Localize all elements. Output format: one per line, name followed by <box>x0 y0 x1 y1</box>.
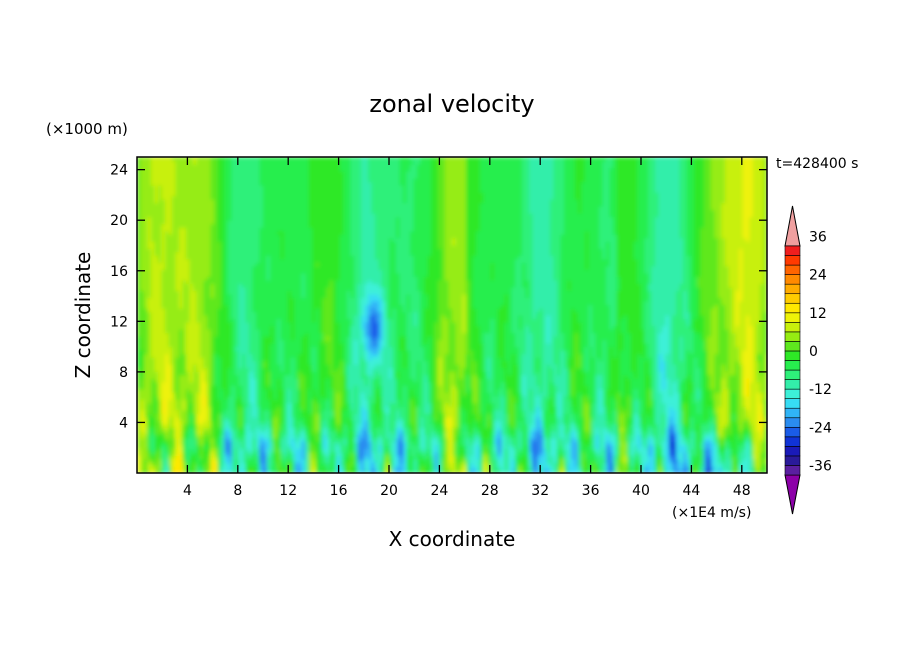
velocity-field <box>137 157 767 473</box>
colorbar-swatch <box>784 274 801 285</box>
colorbar <box>784 205 801 515</box>
colorbar-swatch <box>784 283 801 295</box>
colorbar-label: 12 <box>809 306 827 322</box>
x-tick-label: 28 <box>481 483 499 499</box>
colorbar-label: -24 <box>809 420 832 436</box>
x-tick-label: 48 <box>733 483 751 499</box>
x-tick-label: 32 <box>531 483 549 499</box>
x-tick-label: 16 <box>330 483 348 499</box>
colorbar-swatch <box>784 446 801 457</box>
x-tick-label: 36 <box>582 483 600 499</box>
colorbar-swatch <box>784 465 801 476</box>
colorbar-label: 0 <box>809 344 818 360</box>
x-axis-ticks: 4 8 12 16 20 24 28 32 36 40 44 48 <box>183 157 751 499</box>
y-tick-label: 20 <box>110 213 128 229</box>
colorbar-label: 24 <box>809 268 827 284</box>
colorbar-swatch <box>784 426 801 438</box>
colorbar-swatch <box>784 264 801 275</box>
y-axis-label: Z coordinate <box>71 252 95 379</box>
x-tick-label: 12 <box>279 483 297 499</box>
x-tick-label: 4 <box>183 483 192 499</box>
x-tick-label: 44 <box>682 483 700 499</box>
colorbar-swatch <box>784 312 801 323</box>
colorbar-swatch <box>784 407 801 419</box>
colorbar-label: -12 <box>809 382 832 398</box>
colorbar-swatch <box>784 350 801 361</box>
colorbar-swatch <box>784 417 801 428</box>
colorbar-swatch <box>784 331 801 342</box>
colorbar-swatch <box>784 379 801 390</box>
colorbar-bottom-triangle <box>784 474 801 515</box>
chart-title: zonal velocity <box>369 90 534 118</box>
colorbar-swatch <box>784 455 801 466</box>
x-tick-label: 40 <box>632 483 650 499</box>
colorbar-swatch <box>784 322 801 333</box>
colorbar-label: 36 <box>809 230 827 246</box>
colorbar-swatch <box>784 302 801 314</box>
x-axis-label: X coordinate <box>389 527 516 551</box>
time-label: t=428400 s <box>776 156 858 172</box>
colorbar-swatch <box>784 388 801 399</box>
colorbar-swatch <box>784 255 801 266</box>
colorbar-top-triangle <box>784 205 801 247</box>
y-tick-label: 12 <box>110 314 128 330</box>
colorbar-swatch <box>784 436 801 447</box>
x-tick-label: 8 <box>233 483 242 499</box>
y-axis-ticks: 4 8 12 16 20 24 <box>110 163 767 431</box>
plot-frame <box>136 156 768 474</box>
colorbar-label: -36 <box>809 459 832 475</box>
colorbar-swatch <box>784 245 801 256</box>
y-tick-label: 16 <box>110 264 128 280</box>
colorbar-swatch <box>784 369 801 380</box>
colorbar-swatch <box>784 293 801 304</box>
colorbar-swatch <box>784 398 801 409</box>
y-unit-label: (×1000 m) <box>46 120 128 138</box>
colorbar-labels: 36 24 12 0 -12 -24 -36 <box>809 230 832 475</box>
x-tick-label: 24 <box>430 483 448 499</box>
colorbar-swatch <box>784 341 801 352</box>
y-tick-label: 4 <box>119 415 128 431</box>
x-tick-label: 20 <box>380 483 398 499</box>
y-tick-label: 8 <box>119 365 128 381</box>
colorbar-swatch <box>784 360 801 371</box>
y-tick-label: 24 <box>110 163 128 179</box>
x-unit-label: (×1E4 m/s) <box>672 505 751 521</box>
